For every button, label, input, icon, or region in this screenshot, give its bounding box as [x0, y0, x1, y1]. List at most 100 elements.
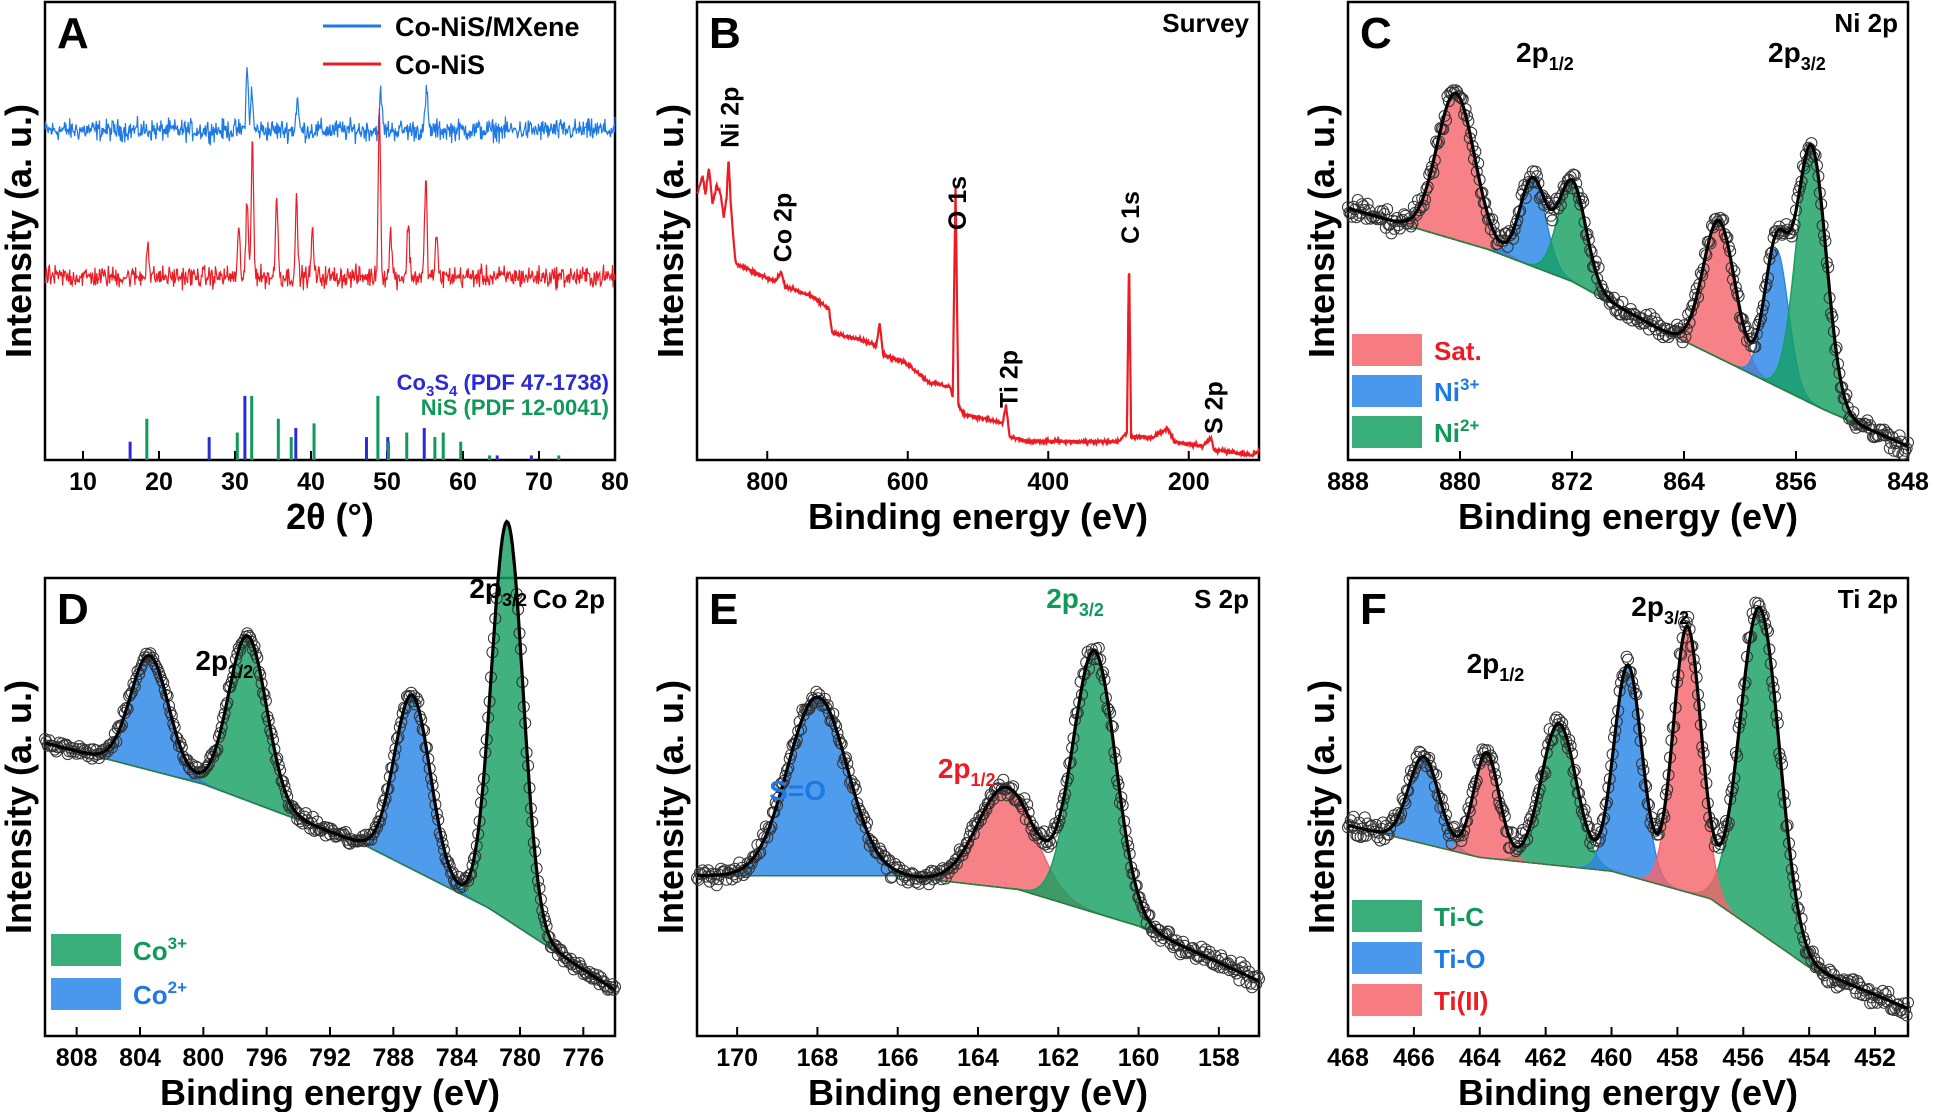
- data-point: [100, 742, 113, 755]
- background-line: [697, 874, 1260, 982]
- peak-label-2p12: 2p1/2: [1516, 37, 1574, 74]
- x-tick-label: 800: [746, 468, 788, 496]
- x-tick-label: 60: [449, 468, 477, 496]
- panel-label: C: [1360, 9, 1392, 58]
- data-point: [242, 629, 255, 642]
- x-axis-label: 2θ (°): [286, 496, 374, 537]
- legend-label-main: Co: [133, 936, 168, 966]
- panel-title: S 2p: [1194, 584, 1249, 614]
- x-tick-label: 462: [1525, 1044, 1567, 1072]
- x-tick-label: 456: [1722, 1044, 1764, 1072]
- peak-label-2p32-sub: 3/2: [502, 590, 527, 610]
- data-point: [1163, 925, 1176, 938]
- legend-label-sup: 2+: [1460, 416, 1479, 435]
- x-tick-label: 454: [1788, 1044, 1830, 1072]
- y-axis-label: Intensity (a. u.): [1301, 680, 1342, 934]
- data-point: [334, 829, 346, 842]
- x-tick-label: 10: [69, 468, 97, 496]
- x-axis-label: Binding energy (eV): [1458, 1072, 1798, 1112]
- data-point: [1749, 340, 1762, 353]
- peak-annotation: Co 2p: [769, 193, 797, 262]
- panel-F: F Ti 2p 468 466 464 462 460 458 456 454 452 Binding…: [1301, 576, 1914, 1112]
- x-tick-label: 460: [1591, 1044, 1633, 1072]
- peak-annotation: Ni 2p: [717, 87, 745, 148]
- panel-label: E: [709, 585, 738, 634]
- data-point: [1092, 641, 1105, 654]
- data-point: [983, 797, 996, 810]
- x-tick-label: 20: [145, 468, 173, 496]
- x-tick-label: 800: [182, 1044, 224, 1072]
- data-point: [693, 867, 706, 880]
- data-point: [198, 763, 211, 776]
- panel-A: A 10 20 30 40 50 60 70 80 2θ (°) Intensity (a. u.)…: [0, 0, 629, 537]
- peak-label-2p12-sub: 1/2: [1499, 665, 1524, 685]
- plot-frame: [1346, 0, 1910, 462]
- data-point: [1391, 813, 1403, 826]
- data-point: [604, 981, 617, 993]
- peak-label-2p32-main: 2p: [1631, 591, 1664, 622]
- peak-label-2p32-sub: 3/2: [1664, 608, 1689, 628]
- data-point: [1546, 214, 1559, 227]
- legend-label-main: Co: [133, 980, 168, 1010]
- panel-B: B Survey 800 600 400 200 Binding energy (eV) In…: [650, 0, 1261, 537]
- data-point: [1381, 203, 1394, 216]
- peak-label-2p12: 2p1/2: [195, 645, 253, 682]
- data-point: [854, 804, 866, 817]
- data-point: [366, 828, 379, 841]
- data-point: [1710, 212, 1723, 225]
- plot-frame: [695, 0, 1261, 462]
- peak-label-s-o: S=O: [769, 775, 826, 806]
- data-point: [1346, 210, 1359, 223]
- panel-D: D Co 2p 808 804 800 796 792 788 784 780 776 Binding…: [0, 519, 621, 1112]
- data-point: [962, 836, 975, 849]
- peak-label-2p12-sub: 1/2: [1549, 54, 1574, 74]
- data-point: [1900, 442, 1913, 455]
- reference-label-part: 4: [449, 383, 458, 400]
- data-point: [589, 972, 602, 985]
- data-point: [147, 652, 160, 664]
- legend-label-co-nis-mxene: Co-NiS/MXene: [395, 12, 580, 42]
- x-tick-label: 70: [525, 468, 553, 496]
- x-tick-label: 464: [1459, 1044, 1501, 1072]
- data-point: [1644, 308, 1657, 321]
- peak-label-2p32: 2p3/2: [1046, 583, 1104, 620]
- fit-envelope-line: [1347, 606, 1909, 1010]
- x-tick-label: 600: [887, 468, 929, 496]
- x-tick-label: 848: [1887, 468, 1929, 496]
- plot-frame: [1346, 576, 1910, 1038]
- legend-label-main: Ni: [1434, 418, 1460, 448]
- data-point: [1442, 95, 1455, 108]
- x-tick-label: 168: [797, 1044, 839, 1072]
- peak-label-2p12-main: 2p: [938, 753, 971, 784]
- legend-label-main: Ti-C: [1434, 902, 1484, 932]
- data-point: [200, 761, 212, 774]
- x-tick-label: 400: [1027, 468, 1069, 496]
- reference-label-part: (PDF 47-1738): [457, 370, 609, 395]
- data-point: [368, 826, 381, 838]
- legend-swatch: [1352, 416, 1422, 448]
- data-point: [1714, 838, 1727, 851]
- legend-swatch: [51, 978, 121, 1010]
- data-point: [1384, 822, 1396, 835]
- x-tick-label: 856: [1775, 468, 1817, 496]
- data-point: [1361, 197, 1374, 210]
- x-tick-label: 804: [119, 1044, 161, 1072]
- data-point: [1405, 220, 1417, 233]
- data-point: [1854, 417, 1867, 430]
- peak-label-2p32-main: 2p: [1768, 37, 1801, 68]
- x-tick-label: 30: [221, 468, 249, 496]
- data-point: [1785, 230, 1798, 243]
- x-tick-label: 872: [1551, 468, 1593, 496]
- data-point: [202, 757, 215, 770]
- data-point: [970, 818, 983, 831]
- data-point: [939, 872, 952, 885]
- legend-label-main: Ni: [1434, 377, 1460, 407]
- data-point: [1857, 420, 1870, 433]
- data-point: [285, 799, 298, 812]
- panel-title: Survey: [1162, 8, 1249, 38]
- data-point: [1676, 336, 1689, 349]
- legend-label-main: Ti(II): [1434, 986, 1488, 1016]
- x-axis-label: Binding energy (eV): [1458, 496, 1798, 537]
- x-tick-label: 452: [1854, 1044, 1896, 1072]
- x-tick-label: 784: [436, 1044, 478, 1072]
